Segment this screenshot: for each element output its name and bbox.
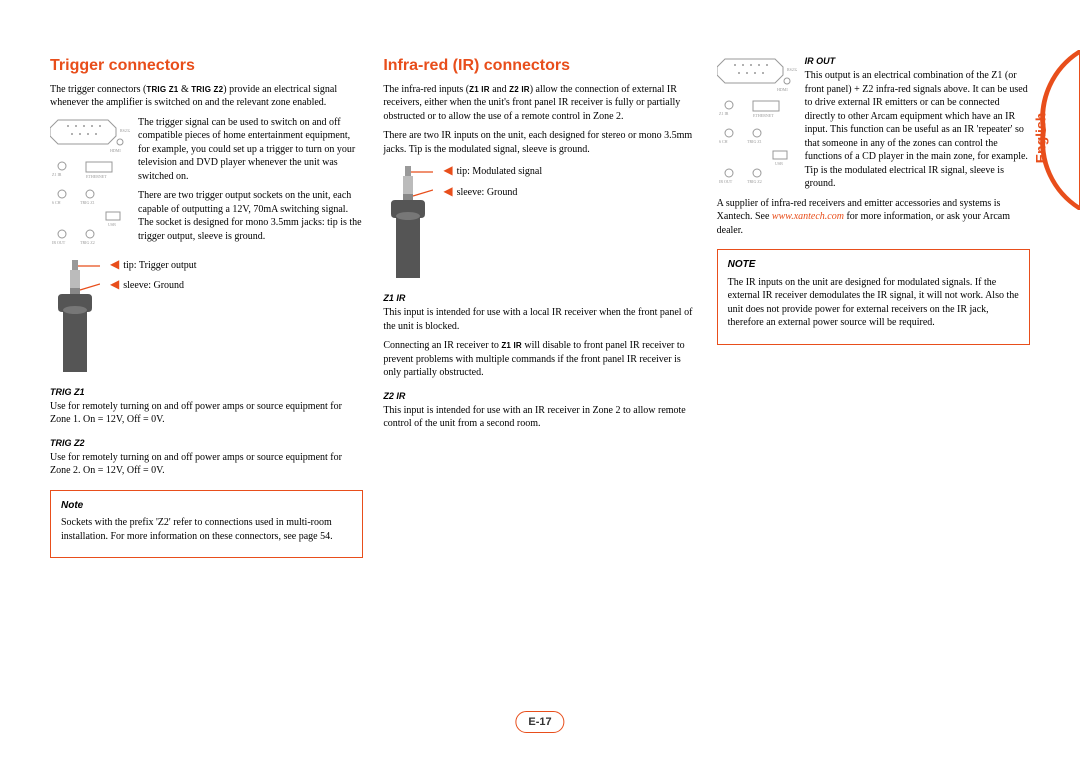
page-number: E-17	[515, 711, 564, 733]
ir-intro: The infra-red inputs (Z1 IR and Z2 IR) a…	[383, 83, 696, 124]
ir-title: Infra-red (IR) connectors	[383, 55, 696, 77]
xantech-link[interactable]: www.xantech.com	[772, 211, 844, 222]
svg-text:6 CH: 6 CH	[719, 139, 728, 144]
svg-text:RS232: RS232	[787, 67, 797, 72]
arrow-icon: ◀	[110, 277, 119, 291]
svg-text:USB: USB	[775, 161, 783, 166]
tab-shape-icon	[1020, 50, 1080, 210]
trigger-body: RS232 HDMI Z1 IR ETHERNET 6 CH TRIG Z1 U…	[50, 116, 363, 250]
column-1: Trigger connectors The trigger connector…	[50, 55, 363, 558]
sleeve-label: sleeve: Ground	[457, 187, 518, 198]
z2ir-text: This input is intended for use with an I…	[383, 404, 696, 431]
svg-text:TRIG Z1: TRIG Z1	[80, 200, 95, 205]
plug-labels: ◀ tip: Trigger output ◀ sleeve: Ground	[110, 256, 197, 297]
svg-text:TRIG Z1: TRIG Z1	[747, 139, 762, 144]
irout-section: RS232 HDMI Z1 IR ETHERNET 6 CH TRIG Z1 U…	[717, 55, 1030, 197]
svg-text:IR OUT: IR OUT	[719, 179, 733, 184]
svg-text:IR OUT: IR OUT	[52, 240, 66, 245]
column-2: Infra-red (IR) connectors The infra-red …	[383, 55, 696, 558]
sleeve-label: sleeve: Ground	[123, 280, 184, 291]
svg-text:TRIG Z2: TRIG Z2	[80, 240, 95, 245]
tip-label: tip: Modulated signal	[457, 166, 543, 177]
svg-text:Z1 IR: Z1 IR	[52, 172, 62, 177]
svg-text:6 CH: 6 CH	[52, 200, 61, 205]
plug-labels: ◀ tip: Modulated signal ◀ sleeve: Ground	[443, 162, 542, 203]
ir-p2: There are two IR inputs on the unit, eac…	[383, 129, 696, 156]
ir-plug-diagram: ◀ tip: Modulated signal ◀ sleeve: Ground	[383, 162, 696, 282]
svg-text:TRIG Z2: TRIG Z2	[747, 179, 762, 184]
page-content: Trigger connectors The trigger connector…	[50, 55, 1030, 558]
svg-text:ETHERNET: ETHERNET	[753, 113, 774, 118]
arrow-icon: ◀	[443, 184, 452, 198]
note-heading: NOTE	[728, 258, 1019, 272]
note-text: The IR inputs on the unit are designed f…	[728, 276, 1019, 330]
svg-text:Z1 IR: Z1 IR	[719, 111, 729, 116]
jack-plug-icon	[383, 162, 433, 282]
trigger-plug-diagram: ◀ tip: Trigger output ◀ sleeve: Ground	[50, 256, 363, 376]
trigz1-heading: TRIG Z1	[50, 386, 363, 398]
language-label: English	[1033, 113, 1049, 164]
z1ir-heading: Z1 IR	[383, 292, 696, 304]
z2ir-heading: Z2 IR	[383, 390, 696, 402]
supplier-text: A supplier of infra-red receivers and em…	[717, 197, 1030, 238]
svg-text:USB: USB	[108, 222, 116, 227]
arrow-icon: ◀	[443, 163, 452, 177]
connector-diagram-icon: RS232 HDMI Z1 IR ETHERNET 6 CH TRIG Z1 U…	[50, 116, 130, 246]
connector-diagram-icon: RS232 HDMI Z1 IR ETHERNET 6 CH TRIG Z1 U…	[717, 55, 797, 185]
tip-label: tip: Trigger output	[123, 260, 196, 271]
note-text: Sockets with the prefix 'Z2' refer to co…	[61, 516, 352, 543]
z1ir-p2: Connecting an IR receiver to Z1 IR will …	[383, 339, 696, 380]
trigz2-heading: TRIG Z2	[50, 437, 363, 449]
trigz1-text: Use for remotely turning on and off powe…	[50, 400, 363, 427]
trigz2-text: Use for remotely turning on and off powe…	[50, 451, 363, 478]
svg-text:HDMI: HDMI	[110, 148, 121, 153]
jack-plug-icon	[50, 256, 100, 376]
note-box-2: NOTE The IR inputs on the unit are desig…	[717, 249, 1030, 345]
svg-text:ETHERNET: ETHERNET	[86, 174, 107, 179]
trigger-intro: The trigger connectors (TRIG Z1 & TRIG Z…	[50, 83, 363, 110]
trigger-title: Trigger connectors	[50, 55, 363, 77]
svg-text:RS232: RS232	[120, 128, 130, 133]
z1ir-p1: This input is intended for use with a lo…	[383, 306, 696, 333]
language-tab: English	[1020, 50, 1080, 210]
svg-text:HDMI: HDMI	[777, 87, 788, 92]
arrow-icon: ◀	[110, 257, 119, 271]
note-heading: Note	[61, 499, 352, 513]
note-box-1: Note Sockets with the prefix 'Z2' refer …	[50, 490, 363, 559]
column-3: RS232 HDMI Z1 IR ETHERNET 6 CH TRIG Z1 U…	[717, 55, 1030, 558]
